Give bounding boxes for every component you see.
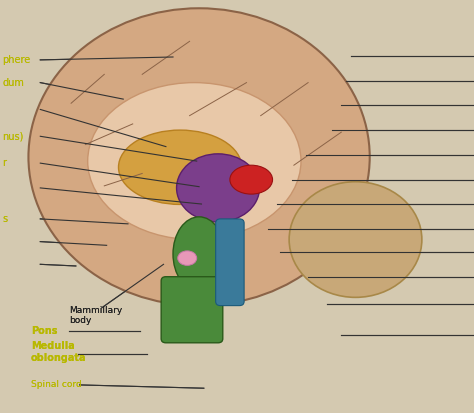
Text: Pons: Pons — [31, 326, 57, 336]
Text: Mammillary
body: Mammillary body — [69, 306, 122, 325]
Text: s: s — [2, 214, 8, 224]
Ellipse shape — [28, 8, 370, 306]
Text: Medulla
oblongata: Medulla oblongata — [31, 341, 86, 363]
Text: nus): nus) — [2, 131, 24, 141]
Text: Spinal cord: Spinal cord — [31, 380, 82, 389]
Text: phere: phere — [2, 55, 31, 65]
Text: Mammillary
body: Mammillary body — [69, 306, 122, 325]
Ellipse shape — [176, 154, 259, 222]
Text: dum: dum — [2, 78, 24, 88]
Ellipse shape — [173, 217, 225, 291]
Text: r: r — [2, 158, 6, 168]
Ellipse shape — [230, 165, 273, 194]
Text: nus): nus) — [2, 131, 24, 141]
FancyBboxPatch shape — [161, 277, 223, 343]
Text: r: r — [2, 158, 6, 168]
Text: Medulla
oblongata: Medulla oblongata — [31, 341, 86, 363]
Text: Spinal cord: Spinal cord — [31, 380, 82, 389]
Text: Pons: Pons — [31, 326, 57, 336]
Ellipse shape — [88, 83, 301, 240]
Ellipse shape — [178, 251, 197, 265]
FancyBboxPatch shape — [216, 219, 244, 306]
Text: s: s — [2, 214, 8, 224]
Text: dum: dum — [2, 78, 24, 88]
Text: phere: phere — [2, 55, 31, 65]
Ellipse shape — [118, 130, 242, 204]
Ellipse shape — [289, 182, 422, 297]
